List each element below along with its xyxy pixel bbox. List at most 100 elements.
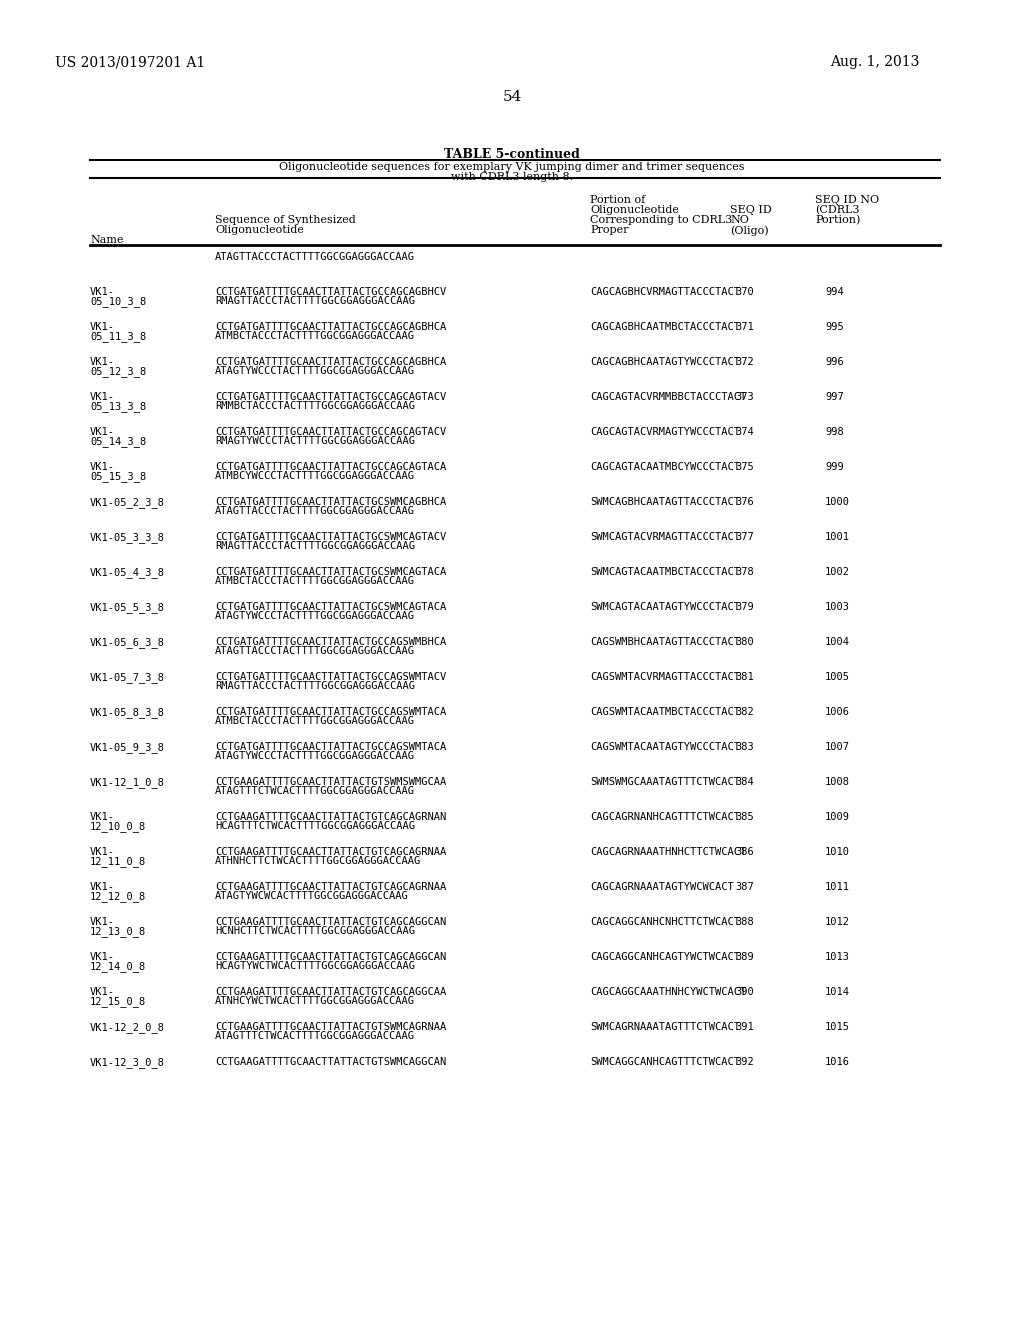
Text: CAGSWMTACAATMBCTACCCTACT: CAGSWMTACAATMBCTACCCTACT (590, 708, 740, 717)
Text: 1004: 1004 (825, 638, 850, 647)
Text: RMAGTYWCCCTACTTTTGGCGGAGGGACCAAG: RMAGTYWCCCTACTTTTGGCGGAGGGACCAAG (215, 436, 415, 446)
Text: 05_13_3_8: 05_13_3_8 (90, 401, 146, 412)
Text: 373: 373 (735, 392, 754, 403)
Text: 388: 388 (735, 917, 754, 927)
Text: CAGCAGRNAAATAGTYWCWCACT: CAGCAGRNAAATAGTYWCWCACT (590, 882, 734, 892)
Text: CAGSWMTACVRMAGTTACCCTACT: CAGSWMTACVRMAGTTACCCTACT (590, 672, 740, 682)
Text: ATMBCTACCCTACTTTTGGCGGAGGGACCAAG: ATMBCTACCCTACTTTTGGCGGAGGGACCAAG (215, 576, 415, 586)
Text: CCTGATGATTTTGCAACTTATTACTGCSWMCAGTACA: CCTGATGATTTTGCAACTTATTACTGCSWMCAGTACA (215, 568, 446, 577)
Text: TABLE 5-continued: TABLE 5-continued (444, 148, 580, 161)
Text: ATAGTYWCCCTACTTTTGGCGGAGGGACCAAG: ATAGTYWCCCTACTTTTGGCGGAGGGACCAAG (215, 611, 415, 620)
Text: 1011: 1011 (825, 882, 850, 892)
Text: 1000: 1000 (825, 498, 850, 507)
Text: VK1-05_9_3_8: VK1-05_9_3_8 (90, 742, 165, 752)
Text: (CDRL3: (CDRL3 (815, 205, 859, 215)
Text: Portion of: Portion of (590, 195, 645, 205)
Text: ATAGTYWCCCTACTTTTGGCGGAGGGACCAAG: ATAGTYWCCCTACTTTTGGCGGAGGGACCAAG (215, 366, 415, 376)
Text: CCTGAAGATTTTGCAACTTATTACTGTCAGCAGRNAN: CCTGAAGATTTTGCAACTTATTACTGTCAGCAGRNAN (215, 812, 446, 822)
Text: SWMCAGGCANHCAGTTTCTWCACT: SWMCAGGCANHCAGTTTCTWCACT (590, 1057, 740, 1067)
Text: VK1-05_7_3_8: VK1-05_7_3_8 (90, 672, 165, 682)
Text: VK1-: VK1- (90, 462, 115, 473)
Text: RMMBCTACCCTACTTTTGGCGGAGGGACCAAG: RMMBCTACCCTACTTTTGGCGGAGGGACCAAG (215, 401, 415, 411)
Text: Oligonucleotide: Oligonucleotide (215, 224, 304, 235)
Text: 1005: 1005 (825, 672, 850, 682)
Text: 370: 370 (735, 286, 754, 297)
Text: ATAGTTACCCTACTTTTGGCGGAGGGACCAAG: ATAGTTACCCTACTTTTGGCGGAGGGACCAAG (215, 506, 415, 516)
Text: CAGSWMBHCAATAGTTACCCTACT: CAGSWMBHCAATAGTTACCCTACT (590, 638, 740, 647)
Text: 1001: 1001 (825, 532, 850, 543)
Text: VK1-: VK1- (90, 847, 115, 857)
Text: 1006: 1006 (825, 708, 850, 717)
Text: 1012: 1012 (825, 917, 850, 927)
Text: VK1-: VK1- (90, 286, 115, 297)
Text: 384: 384 (735, 777, 754, 787)
Text: Portion): Portion) (815, 215, 860, 226)
Text: ATAGTTACCCTACTTTTGGCGGAGGGACCAAG: ATAGTTACCCTACTTTTGGCGGAGGGACCAAG (215, 645, 415, 656)
Text: 12_15_0_8: 12_15_0_8 (90, 997, 146, 1007)
Text: 376: 376 (735, 498, 754, 507)
Text: VK1-: VK1- (90, 322, 115, 333)
Text: CAGCAGRNANHCAGTTTCTWCACT: CAGCAGRNANHCAGTTTCTWCACT (590, 812, 740, 822)
Text: CCTGATGATTTTGCAACTTATTACTGCCAGCAGBHCA: CCTGATGATTTTGCAACTTATTACTGCCAGCAGBHCA (215, 322, 446, 333)
Text: ATMBCTACCCTACTTTTGGCGGAGGGACCAAG: ATMBCTACCCTACTTTTGGCGGAGGGACCAAG (215, 331, 415, 341)
Text: ATNHCYWCTWCACTTTTGGCGGAGGGACCAAG: ATNHCYWCTWCACTTTTGGCGGAGGGACCAAG (215, 997, 415, 1006)
Text: 389: 389 (735, 952, 754, 962)
Text: 1002: 1002 (825, 568, 850, 577)
Text: SWMCAGTACAATAGTYWCCCTACT: SWMCAGTACAATAGTYWCCCTACT (590, 602, 740, 612)
Text: SEQ ID NO: SEQ ID NO (815, 195, 880, 205)
Text: CAGCAGRNAAATHNHCTTCTWCACT: CAGCAGRNAAATHNHCTTCTWCACT (590, 847, 746, 857)
Text: (Oligo): (Oligo) (730, 224, 769, 235)
Text: 05_11_3_8: 05_11_3_8 (90, 331, 146, 342)
Text: VK1-05_3_3_8: VK1-05_3_3_8 (90, 532, 165, 543)
Text: VK1-05_6_3_8: VK1-05_6_3_8 (90, 638, 165, 648)
Text: ATAGTTTCTWCACTTTTGGCGGAGGGACCAAG: ATAGTTTCTWCACTTTTGGCGGAGGGACCAAG (215, 1031, 415, 1041)
Text: CAGCAGBHCVRMAGTTACCCTACT: CAGCAGBHCVRMAGTTACCCTACT (590, 286, 740, 297)
Text: 54: 54 (503, 90, 521, 104)
Text: HCAGTTTCTWCACTTTTGGCGGAGGGACCAAG: HCAGTTTCTWCACTTTTGGCGGAGGGACCAAG (215, 821, 415, 832)
Text: 379: 379 (735, 602, 754, 612)
Text: 12_10_0_8: 12_10_0_8 (90, 821, 146, 832)
Text: CAGCAGGCANHCAGTYWCTWCACT: CAGCAGGCANHCAGTYWCTWCACT (590, 952, 740, 962)
Text: ATAGTYWCWCACTTTTGGCGGAGGGACCAAG: ATAGTYWCWCACTTTTGGCGGAGGGACCAAG (215, 891, 409, 902)
Text: 382: 382 (735, 708, 754, 717)
Text: CAGSWMTACAATAGTYWCCCTACT: CAGSWMTACAATAGTYWCCCTACT (590, 742, 740, 752)
Text: VK1-: VK1- (90, 392, 115, 403)
Text: 1013: 1013 (825, 952, 850, 962)
Text: 378: 378 (735, 568, 754, 577)
Text: Oligonucleotide sequences for exemplary VK jumping dimer and trimer sequences: Oligonucleotide sequences for exemplary … (280, 162, 744, 172)
Text: CCTGATGATTTTGCAACTTATTACTGCSWMCAGTACV: CCTGATGATTTTGCAACTTATTACTGCSWMCAGTACV (215, 532, 446, 543)
Text: CAGCAGTACVRMAGTYWCCCTACT: CAGCAGTACVRMAGTYWCCCTACT (590, 426, 740, 437)
Text: SWMCAGTACVRMAGTTACCCTACT: SWMCAGTACVRMAGTTACCCTACT (590, 532, 740, 543)
Text: 385: 385 (735, 812, 754, 822)
Text: RMAGTTACCCTACTTTTGGCGGAGGGACCAAG: RMAGTTACCCTACTTTTGGCGGAGGGACCAAG (215, 296, 415, 306)
Text: CCTGATGATTTTGCAACTTATTACTGCCAGCAGBHCV: CCTGATGATTTTGCAACTTATTACTGCCAGCAGBHCV (215, 286, 446, 297)
Text: 380: 380 (735, 638, 754, 647)
Text: CCTGAAGATTTTGCAACTTATTACTGTCAGCAGGCAN: CCTGAAGATTTTGCAACTTATTACTGTCAGCAGGCAN (215, 952, 446, 962)
Text: Name: Name (90, 235, 124, 246)
Text: CAGCAGBHCAATAGTYWCCCTACT: CAGCAGBHCAATAGTYWCCCTACT (590, 356, 740, 367)
Text: CCTGAAGATTTTGCAACTTATTACTGTSWMCAGGCAN: CCTGAAGATTTTGCAACTTATTACTGTSWMCAGGCAN (215, 1057, 446, 1067)
Text: CCTGATGATTTTGCAACTTATTACTGCCAGCAGBHCA: CCTGATGATTTTGCAACTTATTACTGCCAGCAGBHCA (215, 356, 446, 367)
Text: with CDRL3 length 8.: with CDRL3 length 8. (451, 172, 573, 182)
Text: 392: 392 (735, 1057, 754, 1067)
Text: VK1-: VK1- (90, 426, 115, 437)
Text: US 2013/0197201 A1: US 2013/0197201 A1 (55, 55, 205, 69)
Text: SWMCAGTACAATMBCTACCCTACT: SWMCAGTACAATMBCTACCCTACT (590, 568, 740, 577)
Text: 1015: 1015 (825, 1022, 850, 1032)
Text: 12_13_0_8: 12_13_0_8 (90, 927, 146, 937)
Text: CCTGAAGATTTTGCAACTTATTACTGTCAGCAGRNAA: CCTGAAGATTTTGCAACTTATTACTGTCAGCAGRNAA (215, 882, 446, 892)
Text: CCTGATGATTTTGCAACTTATTACTGCCAGSWMTACV: CCTGATGATTTTGCAACTTATTACTGCCAGSWMTACV (215, 672, 446, 682)
Text: ATMBCTACCCTACTTTTGGCGGAGGGACCAAG: ATMBCTACCCTACTTTTGGCGGAGGGACCAAG (215, 715, 415, 726)
Text: 1014: 1014 (825, 987, 850, 997)
Text: CCTGATGATTTTGCAACTTATTACTGCCAGSWMTACA: CCTGATGATTTTGCAACTTATTACTGCCAGSWMTACA (215, 708, 446, 717)
Text: 390: 390 (735, 987, 754, 997)
Text: 372: 372 (735, 356, 754, 367)
Text: 377: 377 (735, 532, 754, 543)
Text: VK1-: VK1- (90, 882, 115, 892)
Text: CCTGAAGATTTTGCAACTTATTACTGTCAGCAGGCAN: CCTGAAGATTTTGCAACTTATTACTGTCAGCAGGCAN (215, 917, 446, 927)
Text: 387: 387 (735, 882, 754, 892)
Text: RMAGTTACCCTACTTTTGGCGGAGGGACCAAG: RMAGTTACCCTACTTTTGGCGGAGGGACCAAG (215, 681, 415, 690)
Text: CAGCAGTACVRMMBBCTACCCTACT: CAGCAGTACVRMMBBCTACCCTACT (590, 392, 746, 403)
Text: VK1-12_3_0_8: VK1-12_3_0_8 (90, 1057, 165, 1068)
Text: 1003: 1003 (825, 602, 850, 612)
